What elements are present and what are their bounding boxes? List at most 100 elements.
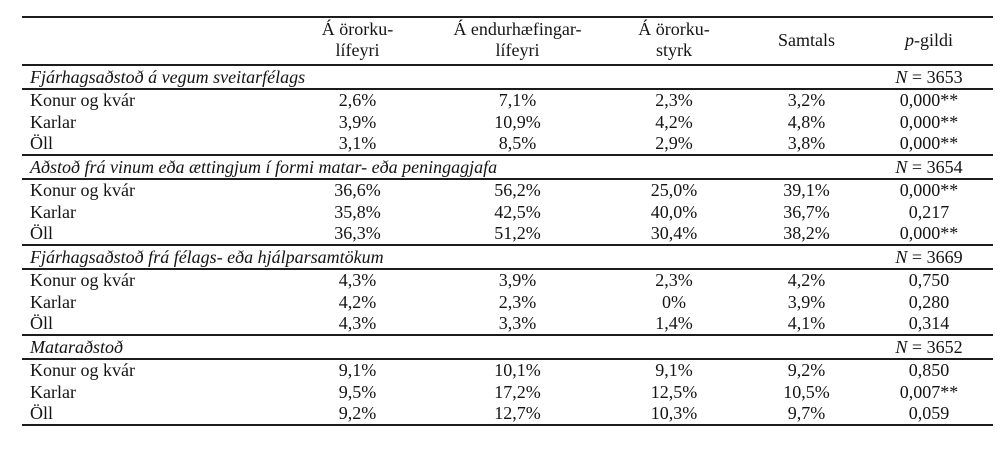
section-header-row: Mataraðstoð N = 3652	[22, 335, 993, 359]
section-title: Mataraðstoð	[30, 336, 124, 357]
value-cell: 38,2%	[783, 223, 830, 243]
header-line: lífeyri	[335, 40, 380, 60]
table-row: Karlar 4,2% 2,3% 0% 3,9% 0,280	[22, 291, 993, 313]
row-label: Karlar	[30, 201, 76, 222]
value-cell: 3,9%	[787, 291, 826, 312]
value-cell: 4,2%	[655, 111, 693, 132]
value-cell: 9,1%	[338, 360, 377, 380]
n-symbol: N	[895, 156, 908, 177]
row-label: Konur og kvár	[30, 180, 135, 200]
p-value-cell: 0,059	[908, 403, 950, 423]
section-n-cell: N = 3652	[865, 335, 993, 359]
statistics-table-wrapper: Á örorku- lífeyri Á endurhæfingar- lífey…	[22, 16, 993, 426]
p-value-cell: 0,850	[908, 360, 950, 380]
value-cell: 9,2%	[787, 360, 826, 380]
p-value-cell: 0,000**	[899, 90, 959, 110]
value-cell: 4,2%	[787, 270, 826, 290]
value-cell: 3,8%	[787, 133, 826, 153]
value-cell: 25,0%	[650, 180, 698, 200]
table-row: Karlar 35,8% 42,5% 40,0% 36,7% 0,217	[22, 201, 993, 223]
value-cell: 3,9%	[498, 270, 537, 290]
value-cell: 12,5%	[650, 381, 698, 402]
value-cell: 12,7%	[494, 403, 541, 423]
section-title: Fjárhagsaðstoð á vegum sveitarfélags	[30, 66, 306, 87]
section-n-cell: N = 3653	[865, 65, 993, 89]
p-value-cell: 0,000**	[899, 180, 959, 200]
value-cell: 3,2%	[787, 90, 826, 110]
section-header-row: Aðstoð frá vinum eða ættingjum í formi m…	[22, 155, 993, 179]
table-row: Konur og kvár 2,6% 7,1% 2,3% 3,2% 0,000*…	[22, 89, 993, 111]
n-value: = 3653	[907, 66, 963, 87]
p-value-cell: 0,000**	[899, 111, 959, 132]
column-header-ororku-styrk: Á örorku- styrk	[600, 17, 748, 65]
header-line: -gildi	[914, 29, 953, 50]
n-symbol: N	[895, 66, 908, 87]
value-cell: 10,1%	[494, 360, 541, 380]
row-label: Konur og kvár	[30, 270, 135, 290]
column-header-endurhaefingar-lifeyri: Á endurhæfingar- lífeyri	[435, 17, 600, 65]
row-label: Öll	[30, 223, 54, 243]
value-cell: 10,3%	[650, 403, 698, 423]
value-cell: 40,0%	[650, 201, 698, 222]
value-cell: 56,2%	[494, 180, 541, 200]
value-cell: 2,3%	[655, 270, 693, 290]
value-cell: 10,9%	[494, 111, 541, 132]
value-cell: 4,3%	[338, 313, 377, 333]
header-row: Á örorku- lífeyri Á endurhæfingar- lífey…	[22, 17, 993, 65]
value-cell: 3,9%	[338, 111, 377, 132]
table-row: Konur og kvár 9,1% 10,1% 9,1% 9,2% 0,850	[22, 359, 993, 381]
value-cell: 7,1%	[498, 90, 537, 110]
section-header-row: Fjárhagsaðstoð á vegum sveitarfélags N =…	[22, 65, 993, 89]
value-cell: 30,4%	[650, 223, 698, 243]
header-line: Samtals	[778, 29, 835, 50]
section-title: Aðstoð frá vinum eða ættingjum í formi m…	[30, 156, 498, 177]
value-cell: 4,2%	[338, 291, 377, 312]
value-cell: 4,3%	[338, 270, 377, 290]
value-cell: 2,3%	[655, 90, 693, 110]
table-row: Karlar 3,9% 10,9% 4,2% 4,8% 0,000**	[22, 111, 993, 133]
table-row: Konur og kvár 4,3% 3,9% 2,3% 4,2% 0,750	[22, 269, 993, 291]
value-cell: 42,5%	[494, 201, 541, 222]
value-cell: 36,3%	[334, 223, 381, 243]
header-line: lífeyri	[495, 40, 540, 60]
column-header-p-gildi: p-gildi	[865, 17, 993, 65]
n-value: = 3652	[907, 336, 963, 357]
section-n-cell: N = 3654	[865, 155, 993, 179]
header-line: styrk	[656, 40, 692, 60]
value-cell: 2,3%	[498, 291, 537, 312]
p-value-cell: 0,750	[908, 270, 950, 290]
header-line: Á örorku-	[638, 19, 710, 39]
section-n-cell: N = 3669	[865, 245, 993, 269]
row-label: Konur og kvár	[30, 90, 135, 110]
p-value-cell: 0,007**	[899, 381, 959, 402]
value-cell: 39,1%	[783, 180, 830, 200]
row-label: Öll	[30, 403, 54, 423]
value-cell: 2,6%	[338, 90, 377, 110]
section-header-row: Fjárhagsaðstoð frá félags- eða hjálparsa…	[22, 245, 993, 269]
n-value: = 3654	[907, 156, 963, 177]
header-line: Á endurhæfingar-	[453, 19, 582, 39]
value-cell: 2,9%	[655, 133, 693, 153]
table-row: Karlar 9,5% 17,2% 12,5% 10,5% 0,007**	[22, 381, 993, 403]
value-cell: 9,1%	[655, 360, 693, 380]
value-cell: 36,7%	[783, 201, 830, 222]
value-cell: 9,2%	[338, 403, 377, 423]
table-row: Öll 36,3% 51,2% 30,4% 38,2% 0,000**	[22, 223, 993, 245]
value-cell: 4,1%	[787, 313, 826, 333]
p-value-cell: 0,314	[908, 313, 950, 333]
value-cell: 36,6%	[334, 180, 381, 200]
n-symbol: N	[895, 246, 908, 267]
p-value-cell: 0,000**	[899, 223, 959, 243]
value-cell: 1,4%	[655, 313, 693, 333]
value-cell: 17,2%	[494, 381, 541, 402]
value-cell: 51,2%	[494, 223, 541, 243]
value-cell: 4,8%	[787, 111, 826, 132]
row-label: Konur og kvár	[30, 360, 135, 380]
value-cell: 3,1%	[338, 133, 377, 153]
table-row: Öll 3,1% 8,5% 2,9% 3,8% 0,000**	[22, 133, 993, 155]
row-label: Öll	[30, 133, 54, 153]
p-value-cell: 0,217	[908, 201, 950, 222]
n-symbol: N	[895, 336, 908, 357]
table-row: Konur og kvár 36,6% 56,2% 25,0% 39,1% 0,…	[22, 179, 993, 201]
value-cell: 10,5%	[783, 381, 830, 402]
